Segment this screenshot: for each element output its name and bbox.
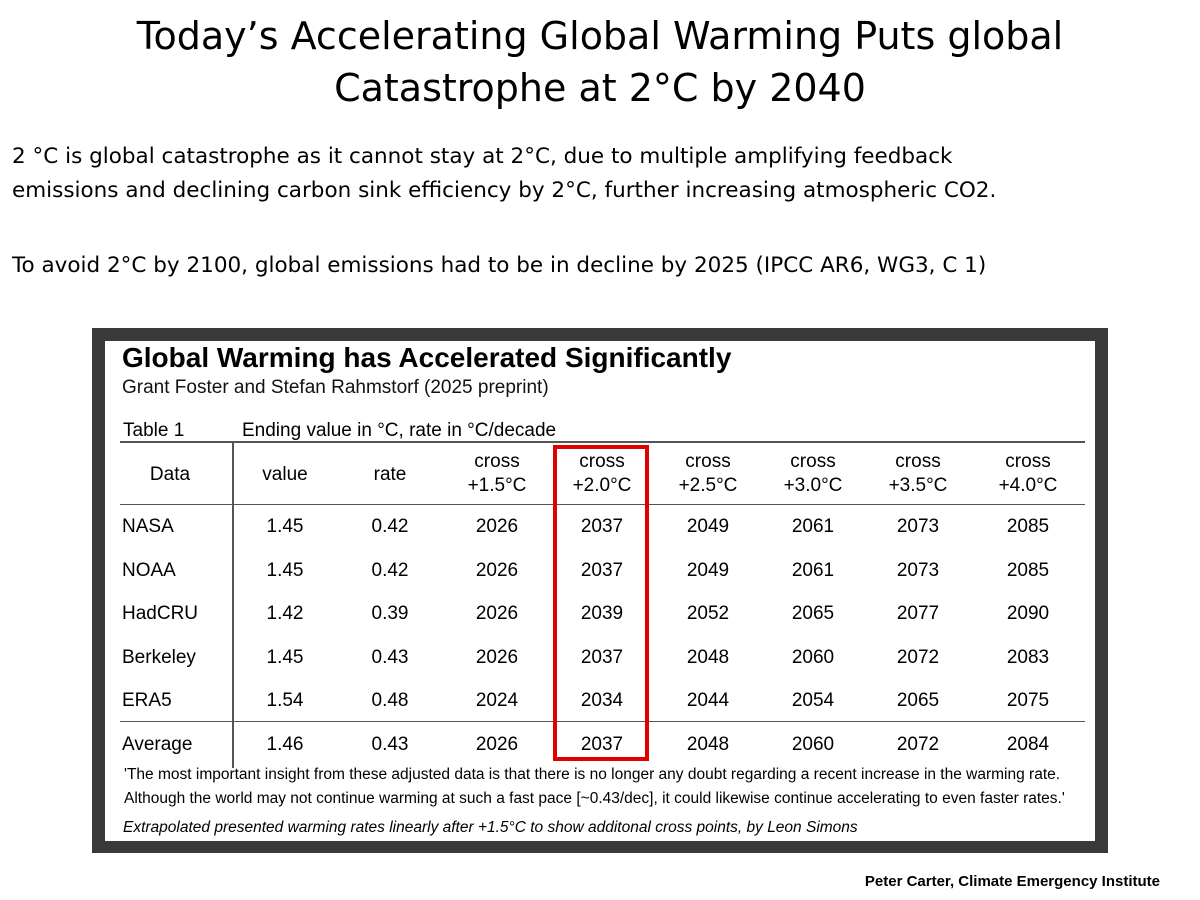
table-cell: 2026 — [475, 603, 519, 624]
table-cell: 1.45 — [266, 647, 304, 668]
row-label: ERA5 — [122, 690, 172, 711]
table-cell: 2065 — [896, 690, 940, 711]
table-cell: 2048 — [686, 647, 730, 668]
column-header: cross — [895, 451, 941, 472]
column-header: +1.5°C — [467, 475, 527, 496]
table-cell: 2085 — [1006, 516, 1050, 537]
column-header: cross — [1005, 451, 1051, 472]
table-caption: Ending value in °C, rate in °C/decade — [242, 420, 557, 441]
figure-subtitle: Grant Foster and Stefan Rahmstorf (2025 … — [122, 377, 549, 398]
column-header: +3.0°C — [783, 475, 843, 496]
table-cell: 2037 — [580, 647, 624, 668]
table-label: Table 1 — [123, 420, 185, 441]
column-header: cross — [790, 451, 836, 472]
column-header: +2.5°C — [678, 475, 738, 496]
slide-title-line1: Today’s Accelerating Global Warming Puts… — [136, 14, 1064, 58]
table-cell: 2072 — [896, 734, 940, 755]
table-cell: 2077 — [896, 603, 940, 624]
table-cell: 2039 — [580, 603, 624, 624]
table-cell: 2037 — [580, 734, 624, 755]
column-header: +2.0°C — [572, 475, 632, 496]
table-cell: 2034 — [580, 690, 624, 711]
figure-title: Global Warming has Accelerated Significa… — [122, 342, 732, 373]
column-header: rate — [373, 464, 407, 485]
column-header: +4.0°C — [998, 475, 1058, 496]
paragraph-1-line2: emissions and declining carbon sink effi… — [12, 178, 997, 203]
table-cell: 2037 — [580, 560, 624, 581]
paragraph-2: To avoid 2°C by 2100, global emissions h… — [12, 253, 987, 278]
row-label: NASA — [122, 516, 174, 537]
row-label: Average — [122, 734, 193, 755]
table-cell: 2083 — [1006, 647, 1050, 668]
table-cell: 2026 — [475, 516, 519, 537]
table-cell: 2084 — [1006, 734, 1050, 755]
table-cell: 2060 — [791, 647, 835, 668]
table-average-rule — [120, 721, 1085, 722]
table-cell: 2024 — [475, 690, 519, 711]
table-cell: 2060 — [791, 734, 835, 755]
table-cell: 1.45 — [266, 516, 304, 537]
table-cell: 2072 — [896, 647, 940, 668]
table-cell: 2049 — [686, 560, 730, 581]
table-cell: 0.43 — [371, 734, 409, 755]
table-cell: 0.43 — [371, 647, 409, 668]
table-cell: 1.54 — [266, 690, 304, 711]
table-cell: 2061 — [791, 516, 835, 537]
table-cell: 2073 — [896, 560, 940, 581]
credit: Peter Carter, Climate Emergency Institut… — [864, 873, 1160, 890]
table-cell: 2026 — [475, 647, 519, 668]
table-cell: 0.48 — [371, 690, 409, 711]
table-cell: 2037 — [580, 516, 624, 537]
table-cell: 1.42 — [266, 603, 304, 624]
column-header: Data — [149, 464, 191, 485]
table-cell: 2085 — [1006, 560, 1050, 581]
column-header: cross — [579, 451, 625, 472]
table-cell: 2052 — [686, 603, 730, 624]
table-cell: 0.42 — [371, 516, 409, 537]
table-cell: 0.42 — [371, 560, 409, 581]
column-header: +3.5°C — [888, 475, 948, 496]
table-cell: 2075 — [1006, 690, 1050, 711]
quote-line1: 'The most important insight from these a… — [124, 766, 1061, 783]
column-header: value — [262, 464, 308, 485]
paragraph-1-line1: 2 °C is global catastrophe as it cannot … — [12, 144, 953, 169]
table-cell: 2061 — [791, 560, 835, 581]
table-cell: 2044 — [686, 690, 730, 711]
table-cell: 1.46 — [266, 734, 304, 755]
table-cell: 2048 — [686, 734, 730, 755]
footnote: Extrapolated presented warming rates lin… — [123, 819, 858, 836]
table-cell: 2049 — [686, 516, 730, 537]
table-cell: 2026 — [475, 560, 519, 581]
table-cell: 2073 — [896, 516, 940, 537]
table-cell: 2065 — [791, 603, 835, 624]
table-top-rule — [120, 441, 1085, 443]
table-header-rule — [120, 504, 1085, 505]
table-cell: 2026 — [475, 734, 519, 755]
highlight-2c-column — [553, 445, 649, 761]
column-header: cross — [474, 451, 520, 472]
column-header: cross — [685, 451, 731, 472]
table-cell: 2054 — [791, 690, 835, 711]
row-label: HadCRU — [122, 603, 199, 624]
table-column-divider — [232, 443, 234, 768]
table-cell: 1.45 — [266, 560, 304, 581]
quote-line2: Although the world may not continue warm… — [124, 790, 1065, 807]
table-cell: 0.39 — [371, 603, 409, 624]
slide-title-line2: Catastrophe at 2°C by 2040 — [334, 66, 866, 110]
row-label: NOAA — [122, 560, 176, 581]
table-cell: 2090 — [1006, 603, 1050, 624]
row-label: Berkeley — [122, 647, 196, 668]
